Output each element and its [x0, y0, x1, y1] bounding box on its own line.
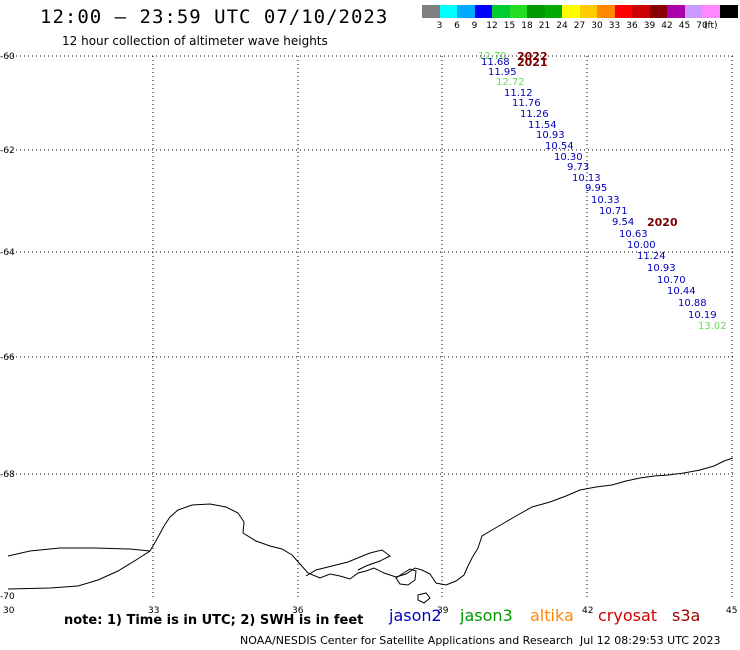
scale-swatch	[474, 5, 493, 18]
scale-swatch	[509, 5, 528, 18]
y-axis-label: -60	[0, 52, 15, 62]
coastline-inlet	[305, 549, 391, 577]
y-axis-label: -70	[0, 592, 15, 602]
island-small	[417, 592, 431, 604]
scale-swatch	[649, 5, 668, 18]
wave-height-label: 10.30	[554, 152, 583, 163]
legend-jason3: jason3	[460, 606, 513, 625]
wave-height-label: 10.33	[591, 195, 620, 206]
legend-cryosat: cryosat	[598, 606, 658, 625]
footer-org: NOAA/NESDIS Center for Satellite Applica…	[240, 634, 574, 647]
wave-height-label: 10.88	[678, 298, 707, 309]
wave-height-label: 10.13	[572, 173, 601, 184]
wave-height-label: 10.44	[667, 286, 696, 297]
scale-tick-label: 39	[643, 21, 656, 31]
island	[395, 568, 417, 586]
scale-tick-label: 15	[503, 21, 516, 31]
wave-height-label: 9.54	[612, 217, 635, 228]
scale-tick-label: 30	[591, 21, 603, 31]
scale-swatch	[562, 5, 580, 18]
wave-height-label: 10.93	[536, 130, 565, 141]
footer-timestamp: Jul 12 08:29:53 UTC 2023	[580, 634, 721, 647]
wave-height-label: 10.63	[619, 229, 648, 240]
wave-height-label: 11.76	[512, 98, 541, 109]
map-title: 12:00 – 23:59 UTC 07/10/2023	[40, 6, 389, 28]
scale-tick-label: 33	[608, 21, 621, 31]
wave-height-label: 10.93	[647, 263, 676, 274]
legend-s3a: s3a	[672, 606, 701, 625]
scale-swatch	[684, 5, 703, 18]
wave-height-label: 12.72	[496, 77, 525, 88]
graticule-grid	[8, 55, 734, 600]
wave-height-label: 11.12	[504, 88, 533, 99]
legend-jason2: jason2	[389, 606, 442, 625]
scale-tick-label: 18	[521, 21, 533, 31]
wave-height-label: 9.73	[567, 162, 590, 173]
scale-tick-label: 36	[626, 21, 638, 31]
x-axis-label: 39	[437, 606, 449, 616]
y-axis-label: -64	[0, 248, 15, 258]
wave-height-label: 11.54	[528, 120, 557, 131]
scale-swatch	[667, 5, 685, 18]
wave-height-label: 11.26	[520, 109, 549, 120]
wave-height-label: 12.70	[478, 51, 507, 62]
scale-tick-label: 70	[696, 21, 708, 31]
wave-height-label: 10.71	[599, 206, 628, 217]
scale-swatch	[597, 5, 615, 18]
wave-height-label: 10.54	[545, 141, 574, 152]
scale-tick-label: 6	[454, 21, 460, 31]
scale-swatch	[632, 5, 650, 18]
year-label: 2020	[647, 216, 678, 229]
scale-swatch	[457, 5, 475, 18]
y-axis-label: -66	[0, 353, 15, 363]
y-axis-label: -62	[0, 146, 15, 156]
wave-height-label: 9.95	[585, 183, 608, 194]
wave-height-label: 10.00	[627, 240, 656, 251]
x-axis-label: 45	[726, 606, 738, 616]
year-label: 2022	[517, 50, 548, 63]
scale-swatch	[422, 5, 440, 18]
scale-swatch	[719, 5, 738, 18]
scale-swatch	[527, 5, 545, 18]
wave-height-label: 13.02	[698, 321, 727, 332]
scale-swatch	[702, 5, 720, 18]
scale-swatch	[492, 5, 510, 18]
scale-swatch	[614, 5, 633, 18]
scale-tick-label: 42	[661, 21, 673, 31]
scale-swatch	[579, 5, 598, 18]
scale-tick-label: 24	[556, 21, 568, 31]
wave-height-label: 11.24	[637, 251, 666, 262]
x-axis-label: 42	[582, 606, 594, 616]
scale-tick-label: 9	[471, 21, 478, 31]
wave-height-label: 10.19	[688, 310, 717, 321]
coastline-main	[7, 457, 734, 590]
scale-tick-label: 21	[538, 21, 551, 31]
wave-height-label: 11.95	[488, 67, 517, 78]
year-label: 2021	[517, 56, 548, 69]
scale-tick-label: 12	[486, 21, 498, 31]
wave-height-label: 11.68	[481, 57, 510, 68]
note-text: note: 1) Time is in UTC; 2) SWH is in fe…	[64, 613, 364, 628]
scale-swatch	[544, 5, 563, 18]
x-axis-label: 30	[3, 606, 15, 616]
map-subtitle: 12 hour collection of altimeter wave hei…	[62, 34, 328, 48]
coastline-bay	[7, 547, 151, 557]
scale-swatch	[439, 5, 458, 18]
x-axis-label: 33	[148, 606, 160, 616]
scale-tick-label: 27	[573, 21, 586, 31]
scale-tick-label: 3	[436, 21, 443, 31]
scale-tick-label: 45	[678, 21, 691, 31]
wave-height-label: 10.70	[657, 275, 686, 286]
y-axis-label: -68	[0, 470, 15, 480]
scale-unit: (ft)	[704, 21, 718, 31]
legend-altika: altika	[530, 606, 574, 625]
x-axis-label: 36	[292, 606, 304, 616]
